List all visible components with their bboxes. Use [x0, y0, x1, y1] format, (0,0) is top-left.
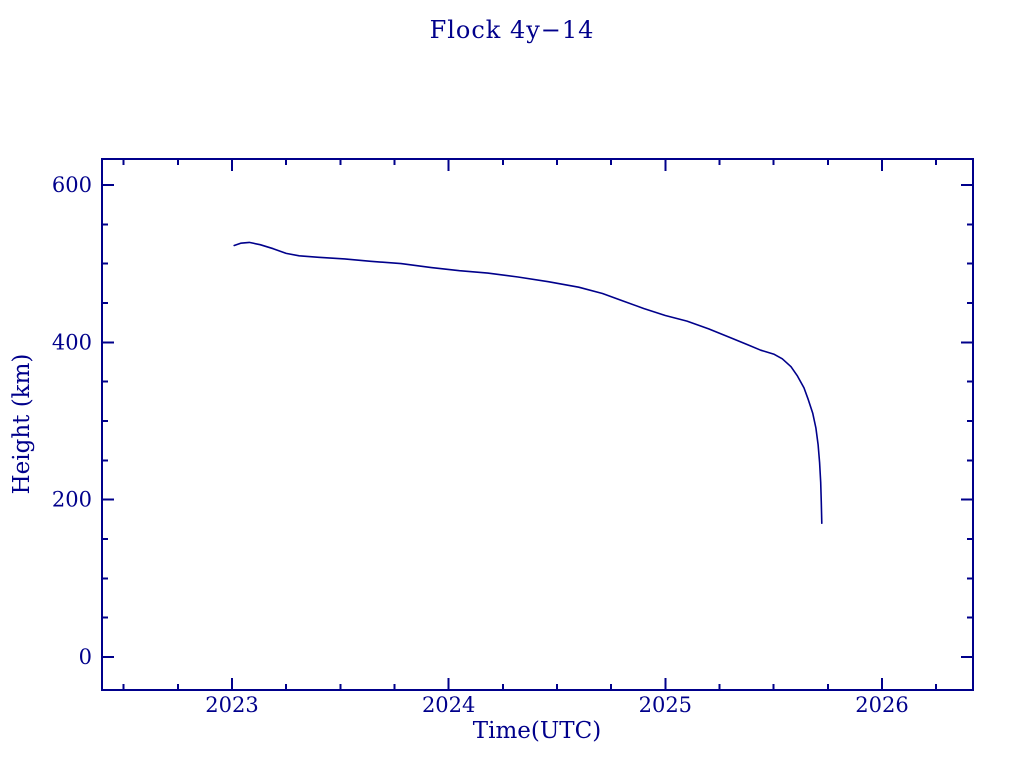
y-tick-label: 0 [79, 645, 92, 669]
x-axis-label: Time(UTC) [472, 718, 602, 744]
y-tick-label: 600 [52, 173, 92, 197]
y-tick-label: 200 [52, 488, 92, 512]
x-tick-label: 2025 [639, 693, 692, 717]
decay-curve [233, 241, 823, 525]
x-tick-label: 2023 [205, 693, 258, 717]
chart-title: Flock 4y−14 [429, 16, 595, 44]
y-tick-label: 400 [52, 330, 92, 354]
x-tick-label: 2024 [422, 693, 475, 717]
x-tick-label: 2026 [855, 693, 908, 717]
plot-box [101, 158, 974, 691]
y-axis-label: Height (km) [9, 353, 35, 495]
